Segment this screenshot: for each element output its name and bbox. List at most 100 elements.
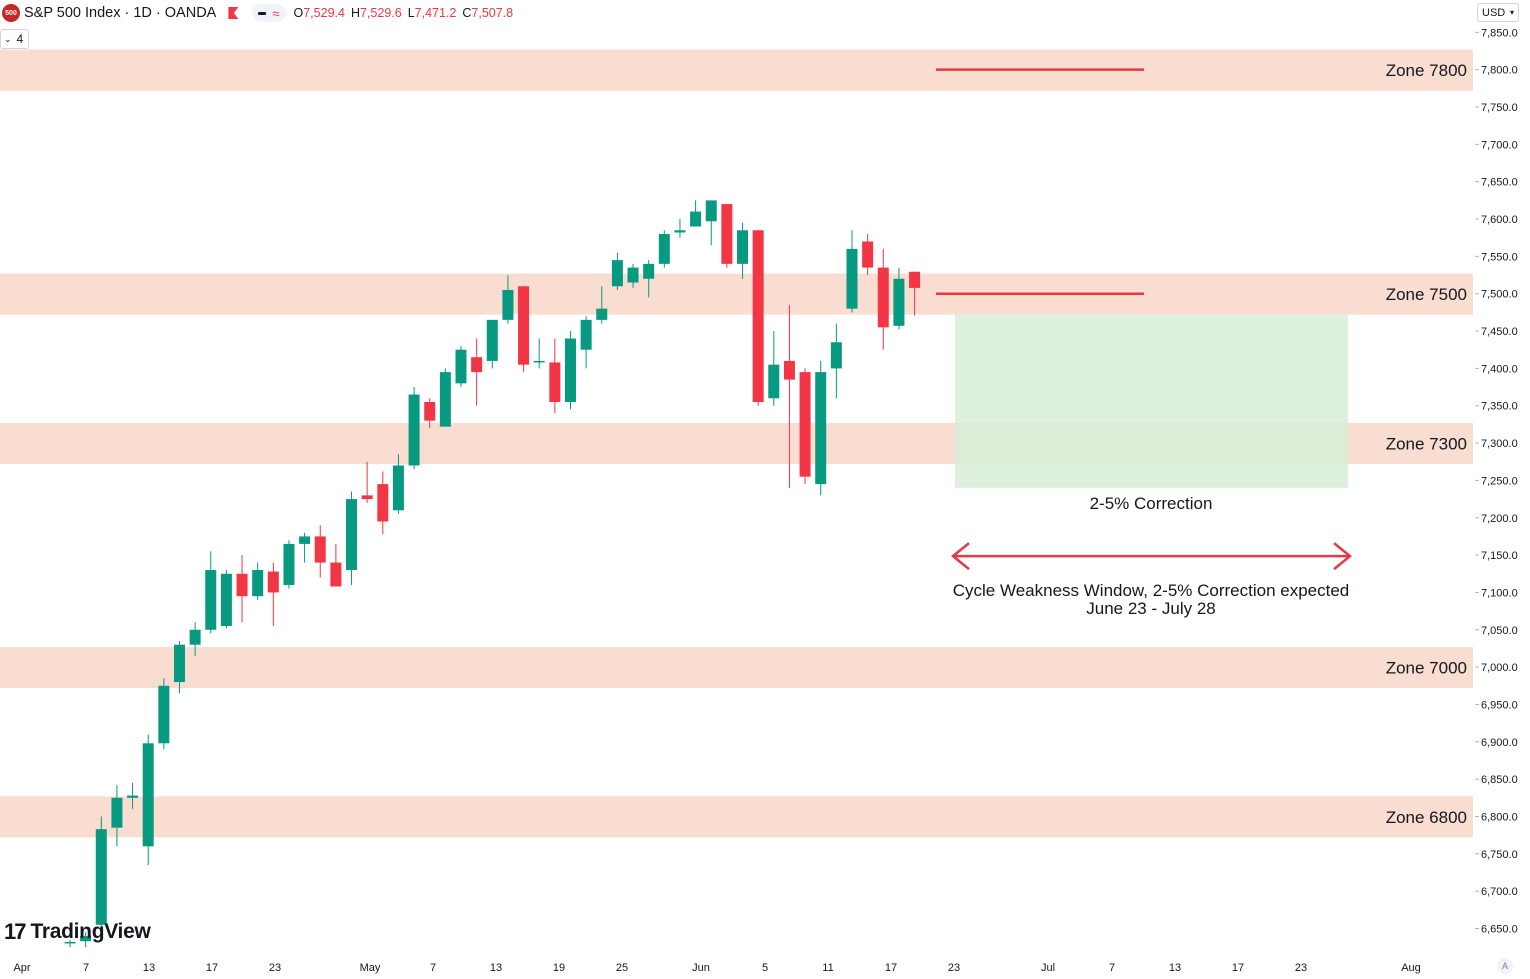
x-tick-label: 23	[948, 962, 960, 974]
candle-body	[830, 342, 842, 369]
y-tick-label: 7,450.0	[1481, 326, 1518, 338]
y-tick-label: 7,850.0	[1481, 27, 1518, 39]
open-label: O	[293, 6, 304, 20]
tradingview-wordmark: TradingView	[30, 920, 151, 943]
candle-body	[737, 230, 749, 264]
candle-body	[236, 573, 248, 597]
candle-body	[862, 241, 874, 268]
candle-body	[705, 200, 717, 222]
candle-body	[627, 267, 639, 283]
x-tick-label: May	[360, 962, 381, 974]
arrow-right-icon	[1333, 542, 1352, 571]
low-value: 7,471.2	[414, 6, 457, 20]
x-tick-label: Aug	[1401, 962, 1421, 974]
candle-body	[643, 263, 655, 279]
y-tick-label: 6,800.0	[1481, 811, 1518, 823]
candle-body	[877, 267, 889, 328]
candle-body	[611, 260, 623, 287]
window-annotation: Cycle Weakness Window, 2-5% Correction e…	[953, 581, 1350, 600]
candle-body	[471, 357, 483, 373]
candle-body	[658, 233, 670, 264]
x-tick-label: 17	[206, 962, 218, 974]
candle-body	[408, 394, 420, 466]
zone-label: Zone 6800	[1386, 808, 1467, 827]
x-tick-label: 13	[143, 962, 155, 974]
tradingview-mark-icon: 17	[4, 919, 27, 944]
arrow-left-icon	[951, 542, 970, 571]
zone-label: Zone 7800	[1386, 61, 1467, 80]
y-tick-label: 7,300.0	[1481, 438, 1518, 450]
flag-icon[interactable]	[228, 7, 239, 19]
x-tick-label: Apr	[13, 962, 30, 974]
y-tick-label: 6,750.0	[1481, 849, 1518, 861]
auto-scale-button[interactable]: A	[1497, 958, 1513, 974]
x-tick-label: Jun	[692, 962, 710, 974]
compare-toggle[interactable]: ≈	[252, 4, 286, 22]
high-label: H	[350, 6, 360, 20]
zone-band	[0, 273, 1473, 315]
y-tick-label: 7,350.0	[1481, 401, 1518, 413]
y-tick-label: 6,900.0	[1481, 737, 1518, 749]
candle-body	[486, 319, 498, 361]
currency-label: USD	[1482, 6, 1506, 19]
candle-body	[674, 230, 686, 233]
y-tick-label: 7,200.0	[1481, 513, 1518, 525]
y-tick-label: 7,700.0	[1481, 139, 1518, 151]
y-tick-label: 7,800.0	[1481, 65, 1518, 77]
candle-body	[283, 543, 295, 585]
zone-label: Zone 7000	[1386, 658, 1467, 677]
open-value: 7,529.4	[303, 6, 345, 20]
y-tick-label: 7,750.0	[1481, 102, 1518, 114]
y-tick-label: 7,550.0	[1481, 251, 1518, 263]
y-tick-label: 7,100.0	[1481, 587, 1518, 599]
y-tick-label: 7,600.0	[1481, 214, 1518, 226]
x-tick-label: 7	[1109, 962, 1115, 974]
zone-band	[0, 49, 1473, 91]
x-tick-label: 5	[762, 962, 768, 974]
high-value: 7,529.6	[359, 6, 402, 20]
candle-body	[752, 230, 764, 403]
y-tick-label: 6,700.0	[1481, 886, 1518, 898]
tradingview-logo[interactable]: 17 TradingView	[4, 919, 151, 944]
candle-body	[909, 271, 921, 288]
y-tick-label: 7,000.0	[1481, 662, 1518, 674]
y-tick-label: 7,500.0	[1481, 289, 1518, 301]
y-tick-label: 7,050.0	[1481, 625, 1518, 637]
zone-band	[0, 646, 1473, 689]
x-tick-label: 19	[553, 962, 565, 974]
y-tick-label: 7,150.0	[1481, 550, 1518, 562]
zone-band	[0, 796, 1473, 838]
price-axis	[1473, 0, 1530, 979]
currency-select[interactable]: USD ▾	[1477, 3, 1519, 22]
candle-body	[377, 484, 389, 522]
indicators-toggle[interactable]: ⌄ 4	[0, 29, 30, 49]
x-tick-label: 13	[1169, 962, 1181, 974]
candle-body	[220, 573, 232, 627]
window-annotation: June 23 - July 28	[1086, 599, 1215, 618]
chevron-down-icon: ▾	[1509, 8, 1514, 17]
candle-body	[783, 360, 795, 380]
x-tick-label: Jul	[1041, 962, 1055, 974]
candle-body	[721, 204, 733, 264]
candle-body	[518, 286, 530, 365]
candle-body	[330, 562, 342, 587]
candle-body	[189, 629, 201, 645]
candle-body	[799, 372, 811, 477]
candle-body	[252, 570, 264, 597]
candle-body	[564, 338, 576, 403]
minus-icon	[258, 11, 267, 15]
x-tick-label: 25	[616, 962, 628, 974]
x-tick-label: 23	[269, 962, 281, 974]
x-tick-label: 23	[1295, 962, 1307, 974]
symbol-logo[interactable]: 500	[2, 4, 20, 22]
symbol-title[interactable]: S&P 500 Index · 1D · OANDA	[24, 5, 217, 21]
y-tick-label: 7,400.0	[1481, 363, 1518, 375]
candle-body	[111, 797, 123, 828]
candle-body	[533, 360, 545, 363]
candle-body	[690, 211, 702, 227]
y-tick-label: 6,650.0	[1481, 924, 1518, 936]
candle-body	[267, 571, 279, 593]
candle-body	[142, 743, 154, 847]
candle-body	[127, 795, 139, 798]
